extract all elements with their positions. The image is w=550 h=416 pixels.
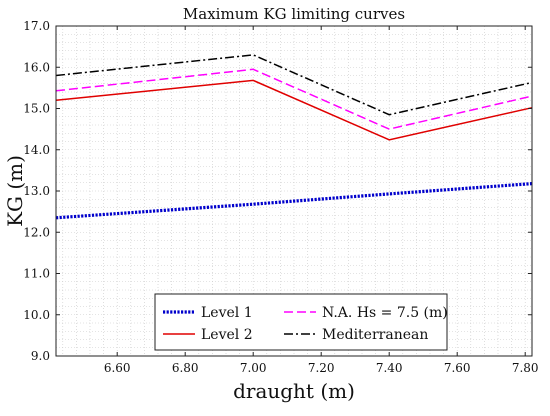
y-tick-label: 15.0 (23, 102, 50, 116)
legend-label-3: N.A. Hs = 7.5 (m) (322, 305, 448, 321)
x-tick-label: 7.60 (444, 361, 471, 375)
y-tick-label: 10.0 (23, 308, 50, 322)
x-tick-label: 6.60 (104, 361, 131, 375)
y-tick-label: 9.0 (31, 349, 50, 363)
series-line-1 (55, 182, 533, 220)
x-tick-label: 7.80 (512, 361, 539, 375)
x-tick-label: 7.40 (376, 361, 403, 375)
series-line-4 (55, 54, 533, 116)
x-axis-title: draught (m) (233, 379, 355, 403)
x-tick-label: 6.80 (172, 361, 199, 375)
y-axis-title: KG (m) (3, 155, 27, 227)
legend-label-2: Level 2 (201, 327, 253, 343)
y-tick-label: 13.0 (23, 184, 50, 198)
legend: Level 1 Level 2 N.A. Hs = 7.5 (m) Mediterra… (154, 293, 448, 351)
y-tick-label: 17.0 (23, 19, 50, 33)
series-line-3 (55, 68, 533, 130)
y-tick-label: 16.0 (23, 60, 50, 74)
y-tick-label: 14.0 (23, 143, 50, 157)
y-tick-label: 11.0 (23, 267, 50, 281)
legend-box (154, 293, 448, 351)
x-tick-label: 7.00 (240, 361, 267, 375)
series-lines (55, 54, 533, 220)
series-line-2 (55, 79, 533, 141)
legend-label-4: Mediterranean (322, 327, 428, 343)
ticks: 6.60 6.80 7.00 7.20 7.40 7.60 7.80 9.0 10.0 11.0 1… (23, 19, 538, 375)
y-tick-label: 12.0 (23, 225, 50, 239)
legend-label-1: Level 1 (201, 305, 253, 321)
chart-title: Maximum KG limiting curves (183, 5, 405, 23)
x-tick-label: 7.20 (308, 361, 335, 375)
